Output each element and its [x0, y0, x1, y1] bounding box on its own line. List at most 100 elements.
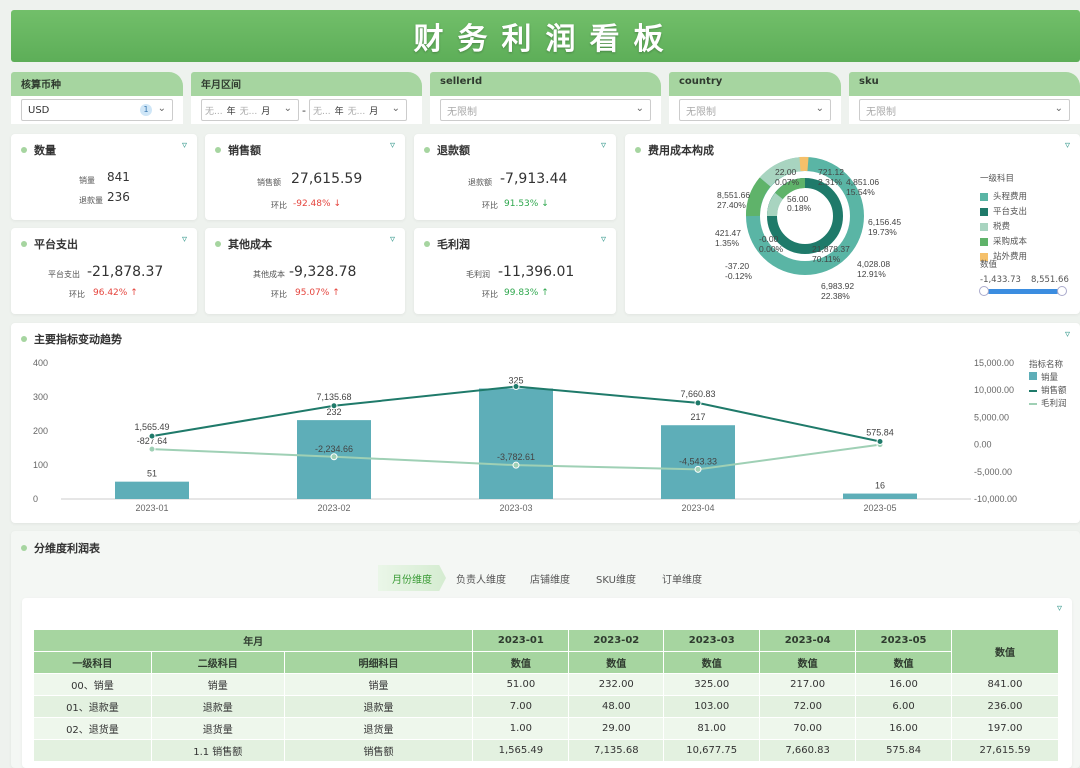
header-month[interactable]: 2023-04 — [759, 629, 857, 652]
table-row[interactable]: 02、退货量 退货量 退货量 1.00 29.00 81.00 70.00 16.00 197.… — [33, 717, 1059, 740]
y-tick-right: 10,000.00 — [974, 385, 1014, 395]
country-select[interactable]: 无限制 ⌄ — [679, 99, 831, 121]
point-毛利润 — [694, 465, 702, 473]
chevron-down-icon: ⌄ — [1054, 103, 1063, 114]
point-label: -827.64 — [137, 436, 168, 446]
currency-value: USD — [28, 104, 50, 116]
kpi-change: 95.07% ↑ — [295, 288, 340, 298]
filter-icon[interactable]: ▿ — [600, 140, 606, 151]
filter-icon[interactable]: ▿ — [181, 234, 187, 245]
table-cell: 575.84 — [855, 739, 953, 762]
legend-item[interactable]: 头程费用 — [980, 190, 1027, 202]
kpi-label: 销售额 — [257, 178, 281, 187]
filter-label: country — [669, 72, 841, 96]
bar-label: 51 — [147, 469, 157, 479]
header-month[interactable]: 2023-02 — [568, 629, 665, 652]
donut-label: 15.54% — [846, 187, 875, 197]
kpi-change: 99.83% ↑ — [504, 288, 549, 298]
start-month-select[interactable]: 无... 年 无... 月 ⌄ — [201, 99, 299, 121]
start-month: 无... — [239, 106, 258, 117]
table-cell: 325.00 — [663, 673, 761, 696]
range-handle-max[interactable] — [1057, 286, 1067, 296]
legend-item[interactable]: 销售额 — [1029, 385, 1067, 398]
trend-card: 主要指标变动趋势 ▿ 400 300 200 100 0 15,000.00 10,000.… — [11, 323, 1080, 523]
filter-icon[interactable]: ▿ — [1056, 603, 1062, 614]
currency-select[interactable]: USD 1 ⌄ — [21, 99, 173, 121]
filter-icon[interactable]: ▿ — [1064, 140, 1070, 151]
range-handle-min[interactable] — [979, 286, 989, 296]
legend-item[interactable]: 采购成本 — [980, 235, 1027, 247]
filter-currency: 核算币种 USD 1 ⌄ — [11, 72, 183, 124]
table-row[interactable]: 00、销量 销量 销量 51.00 232.00 325.00 217.00 16.00 841… — [33, 673, 1059, 696]
arrow-up-icon: ↑ — [332, 288, 340, 298]
table-cell: 7.00 — [472, 695, 570, 718]
legend-item[interactable]: 站外费用 — [980, 250, 1027, 262]
kpi-platform: 平台支出 ▿ 平台支出 -21,878.37 环比 96.42% ↑ — [11, 228, 197, 314]
donut-label: 70.11% — [812, 254, 841, 264]
legend-label: 采购成本 — [993, 237, 1028, 247]
tab-owner[interactable]: 负责人维度 — [456, 574, 506, 586]
legend-label: 销售额 — [1041, 386, 1067, 396]
filter-icon[interactable]: ▿ — [389, 234, 395, 245]
filter-icon[interactable]: ▿ — [389, 140, 395, 151]
kpi-label: 退款量 — [79, 196, 103, 205]
table-cell: 81.00 — [663, 717, 761, 740]
point-销售额 — [694, 399, 702, 407]
header-total[interactable]: 数值 — [951, 629, 1059, 674]
y-tick-right: 5,000.00 — [974, 412, 1009, 422]
kpi-label: 其他成本 — [253, 270, 285, 279]
chevron-down-icon: ⌄ — [283, 103, 292, 114]
kpi-value: -11,396.01 — [498, 264, 575, 280]
donut-label: -37.20 — [725, 261, 749, 271]
year-unit: 年 — [226, 106, 236, 117]
bar-label: 217 — [690, 412, 705, 422]
header-value: 数值 — [855, 651, 953, 674]
y-tick-left: 100 — [33, 460, 48, 470]
tab-month[interactable]: 月份维度 — [378, 565, 446, 591]
legend-swatch — [980, 222, 988, 231]
kpi-change: 91.53% ↓ — [504, 199, 549, 209]
table-cell: 103.00 — [663, 695, 761, 718]
header-month[interactable]: 2023-05 — [855, 629, 953, 652]
filter-country: country 无限制 ⌄ — [669, 72, 841, 124]
table-row[interactable]: 01、退款量 退款量 退款量 7.00 48.00 103.00 72.00 6.00 236.… — [33, 695, 1059, 718]
header-month[interactable]: 2023-03 — [663, 629, 761, 652]
table-cell: 51.00 — [472, 673, 570, 696]
end-month-select[interactable]: 无... 年 无... 月 ⌄ — [308, 99, 407, 121]
table-cell: 00、销量 — [33, 673, 152, 696]
bullet-icon — [21, 241, 27, 247]
x-tick: 2023-01 — [135, 503, 168, 513]
header-value: 数值 — [568, 651, 665, 674]
filter-icon[interactable]: ▿ — [1064, 329, 1070, 340]
table-cell: 1.00 — [472, 717, 570, 740]
y-tick-left: 0 — [33, 494, 38, 504]
header-month[interactable]: 2023-01 — [472, 629, 570, 652]
kpi-label: 环比 — [69, 290, 85, 299]
range-slider[interactable] — [979, 286, 1067, 296]
legend-item[interactable]: 税费 — [980, 220, 1027, 232]
filter-icon[interactable]: ▿ — [181, 140, 187, 151]
legend-item[interactable]: 平台支出 — [980, 205, 1027, 217]
point-毛利润 — [148, 445, 156, 453]
donut-label: 22.00 — [775, 167, 797, 177]
sku-select[interactable]: 无限制 ⌄ — [859, 99, 1070, 121]
seller-select[interactable]: 无限制 ⌄ — [440, 99, 651, 121]
legend-item[interactable]: 毛利润 — [1029, 398, 1067, 411]
donut-label: 8,551.66 — [717, 190, 750, 200]
table-cell: 70.00 — [759, 717, 857, 740]
tab-sku[interactable]: SKU维度 — [596, 574, 636, 586]
kpi-title: 数量 — [34, 144, 56, 157]
tab-order[interactable]: 订单维度 — [662, 574, 702, 586]
tab-store[interactable]: 店铺维度 — [530, 574, 570, 586]
range-slider-fill — [987, 289, 1059, 294]
legend-item[interactable]: 销量 — [1029, 372, 1067, 385]
table-row[interactable]: 1.1 销售额 销售额 1,565.49 7,135.68 10,677.75 7,660… — [33, 739, 1059, 762]
x-tick: 2023-04 — [681, 503, 714, 513]
bar-2023-05 — [843, 493, 917, 499]
point-label: 575.84 — [866, 427, 894, 437]
table-cell: 退款量 — [150, 695, 285, 718]
kpi-title: 平台支出 — [34, 238, 78, 251]
filter-icon[interactable]: ▿ — [600, 234, 606, 245]
table-cell: 1,565.49 — [472, 739, 570, 762]
bullet-icon — [21, 336, 27, 342]
